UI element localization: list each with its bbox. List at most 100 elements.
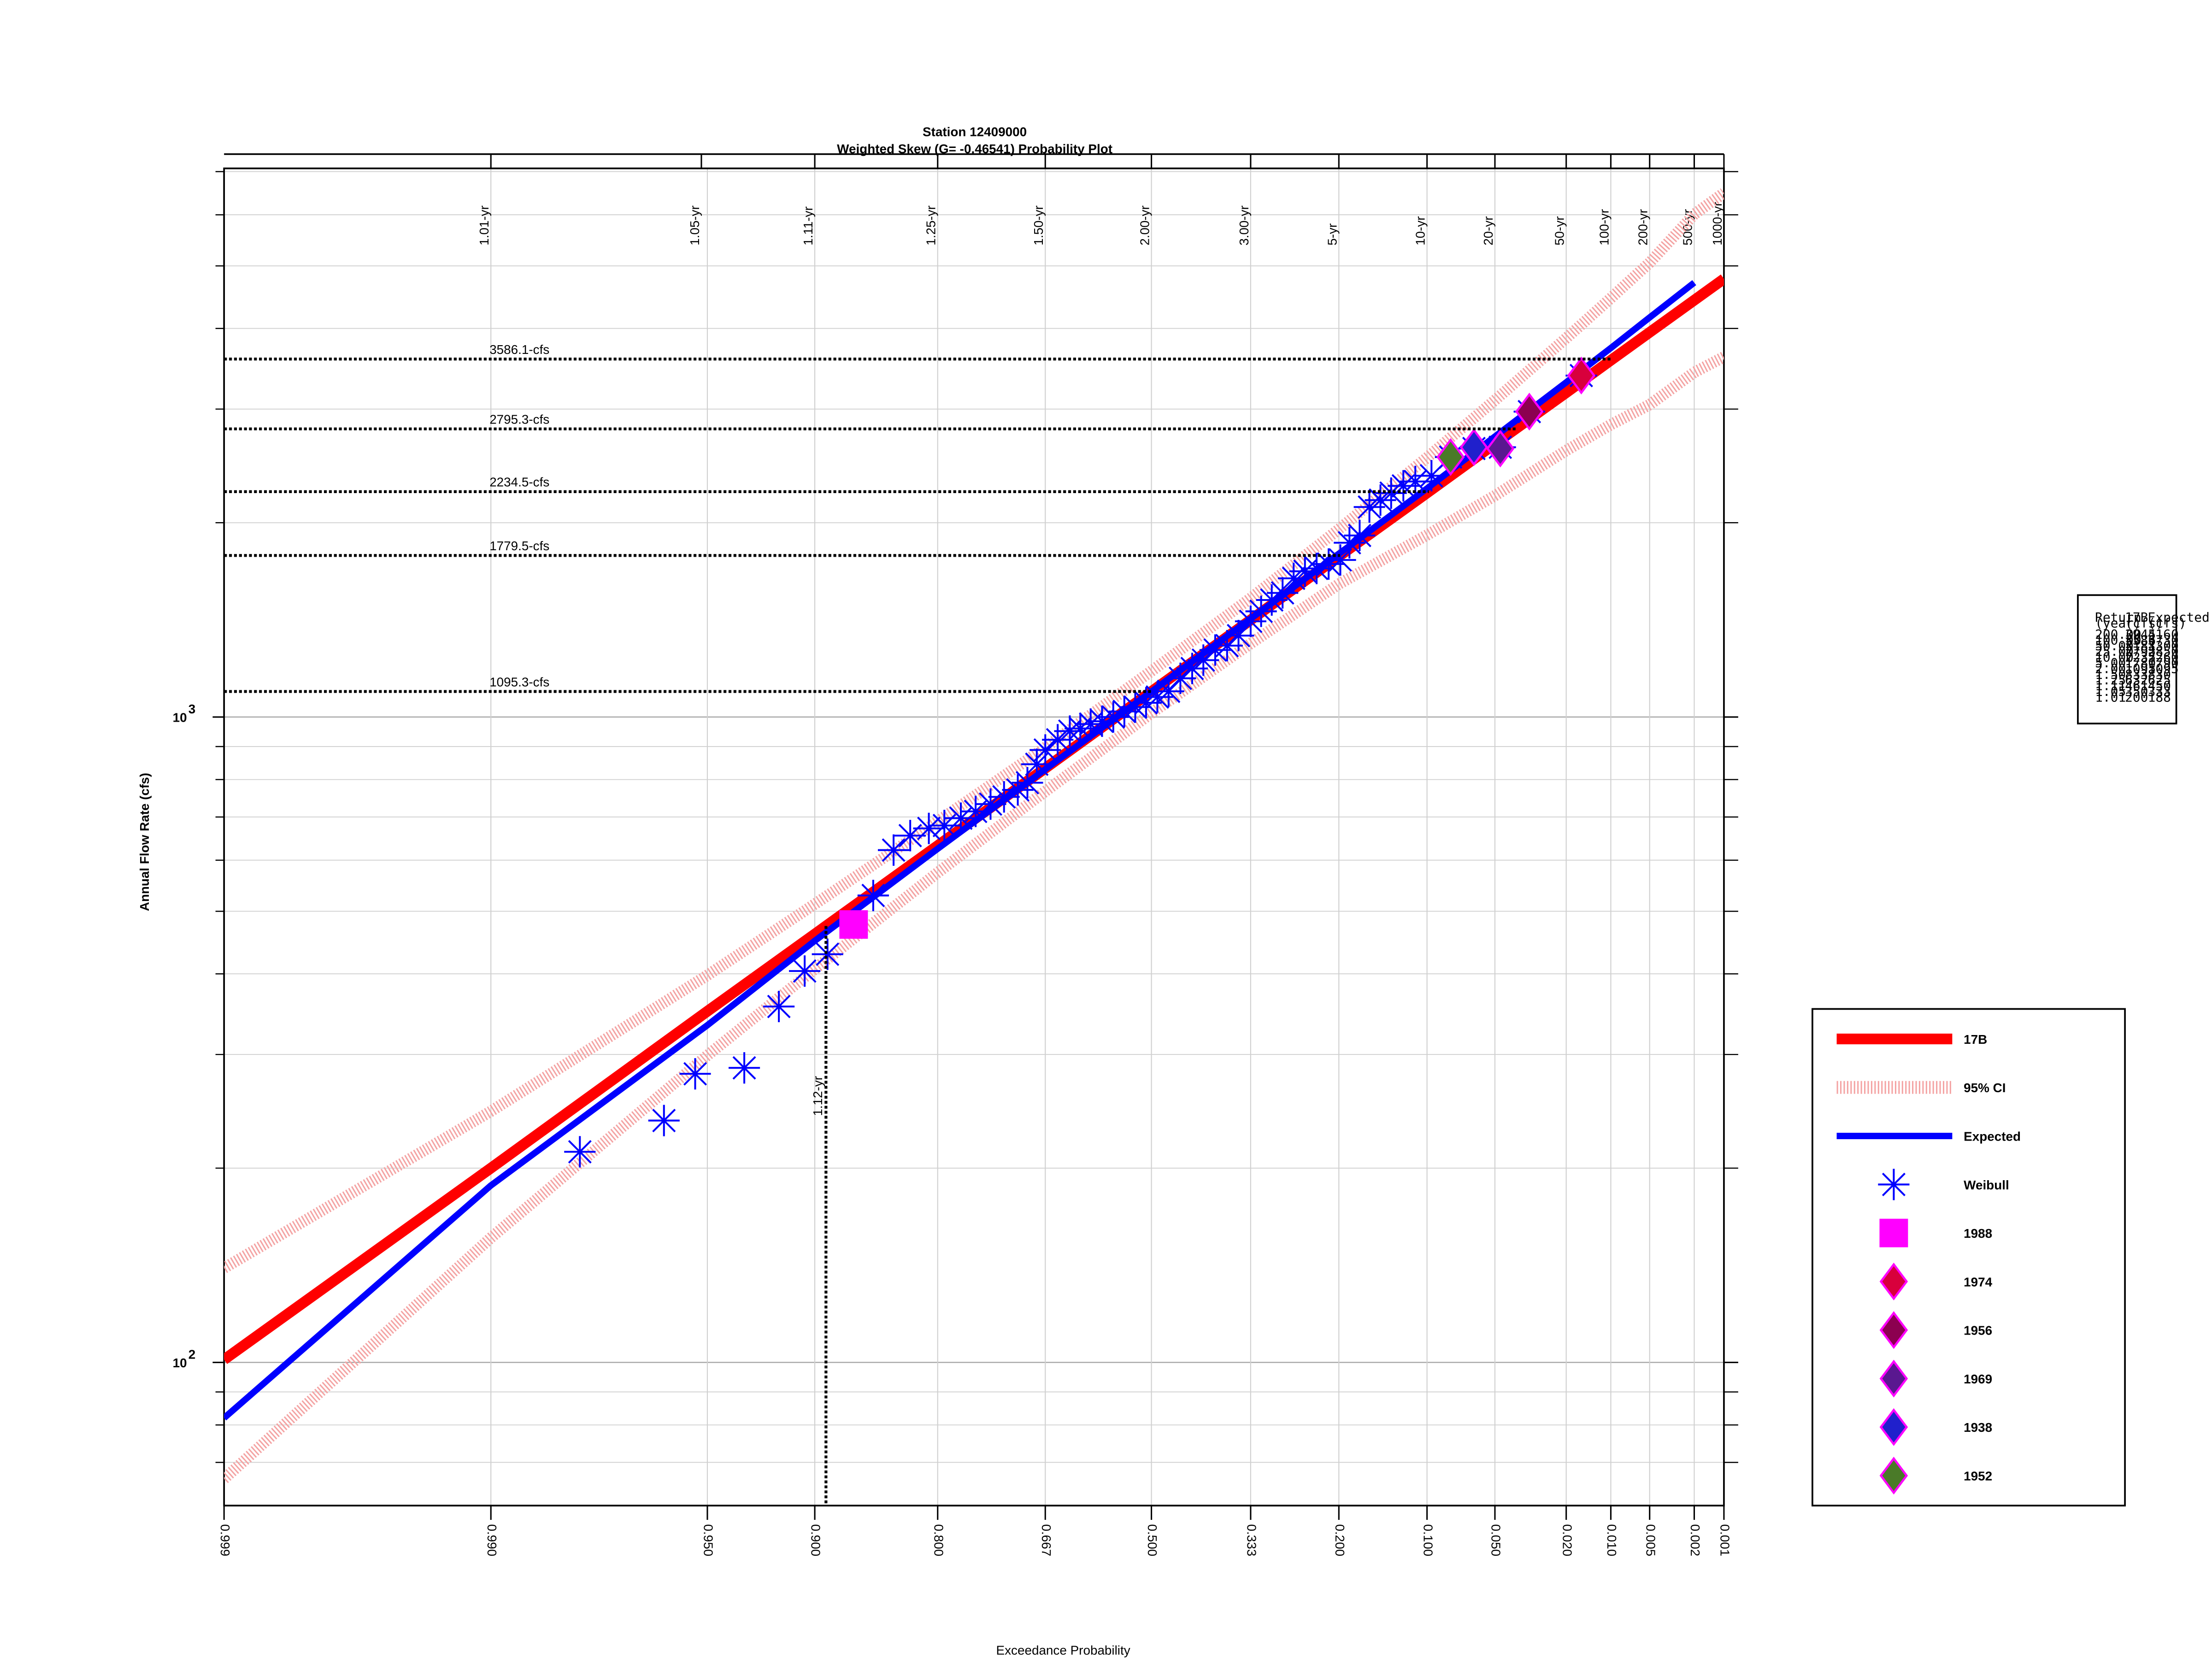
table-cell: 3586 bbox=[2125, 632, 2156, 647]
table-cell: 1.11 bbox=[2095, 678, 2126, 694]
weibull-point bbox=[1153, 676, 1184, 707]
table-cell: 3730 bbox=[2148, 632, 2179, 647]
weibull-point bbox=[1086, 706, 1118, 737]
table-cell: 100.00 bbox=[2095, 632, 2141, 647]
top-tick-label: 20-yr bbox=[1481, 216, 1495, 245]
weibull-point bbox=[1108, 695, 1140, 727]
top-tick-label: 1.05-yr bbox=[688, 206, 702, 246]
weibull-point bbox=[1267, 577, 1299, 609]
table-cell: 1095 bbox=[2148, 661, 2179, 676]
weibull-point bbox=[648, 1105, 680, 1136]
diamond-point bbox=[1567, 356, 1596, 394]
table-header: (cfs) bbox=[2148, 615, 2187, 630]
table-cell: 10.00 bbox=[2095, 650, 2134, 665]
weibull-point bbox=[1188, 644, 1219, 676]
weibull-point bbox=[988, 781, 1020, 813]
weibull-point bbox=[945, 802, 977, 834]
weibull-point bbox=[1324, 544, 1356, 576]
weibull-point bbox=[1211, 629, 1243, 662]
weibull-point bbox=[679, 1058, 711, 1090]
diamond-point bbox=[1515, 393, 1544, 431]
plot-frame bbox=[223, 167, 1725, 1506]
flow-line-label: 2795.3-cfs bbox=[489, 412, 549, 426]
diamond-point bbox=[1459, 428, 1488, 466]
top-tick-label: 2.00-yr bbox=[1138, 206, 1152, 246]
flow-line-label: 1779.5-cfs bbox=[489, 539, 549, 553]
weibull-point bbox=[913, 812, 945, 844]
table-cell: 333 bbox=[2148, 684, 2171, 699]
weibull-point bbox=[1176, 653, 1208, 684]
legend-label: 1988 bbox=[1964, 1226, 1992, 1241]
table-cell: 4160 bbox=[2148, 627, 2179, 642]
table-cell: 1095 bbox=[2125, 661, 2156, 676]
weibull-point bbox=[1141, 681, 1173, 713]
table-cell: 50.00 bbox=[2095, 638, 2134, 653]
table-cell: 2260 bbox=[2148, 650, 2179, 665]
table-cell: 1.25 bbox=[2095, 672, 2126, 688]
weibull-point bbox=[1021, 748, 1053, 780]
table-cell: 3181 bbox=[2125, 638, 2156, 653]
weibull-point bbox=[960, 795, 992, 827]
x-tick-label: 0.900 bbox=[809, 1524, 823, 1556]
x-tick-label: 0.100 bbox=[1421, 1524, 1435, 1556]
weibull-point bbox=[975, 788, 1006, 820]
weibull-point bbox=[1353, 491, 1385, 523]
y-tick-exponent: 3 bbox=[188, 702, 195, 716]
diamond-point bbox=[1436, 438, 1465, 476]
legend-marker bbox=[1879, 1262, 1908, 1300]
weibull-point bbox=[812, 938, 843, 970]
weibull-point bbox=[1416, 460, 1447, 492]
table-cell: 1.01 bbox=[2095, 689, 2126, 705]
top-tick-label: 1.25-yr bbox=[924, 206, 938, 246]
table-cell: 350 bbox=[2125, 684, 2148, 699]
legend-label: 1938 bbox=[1964, 1420, 1992, 1435]
top-tick-label: 3.00-yr bbox=[1237, 206, 1251, 246]
weibull-point bbox=[1388, 470, 1419, 502]
weibull-point bbox=[1065, 712, 1096, 744]
weibull-point bbox=[1300, 553, 1333, 584]
weibull-point bbox=[1130, 687, 1162, 719]
weibull-point bbox=[1256, 584, 1288, 616]
weibull-point bbox=[877, 834, 910, 866]
table-cell: 1.05 bbox=[2095, 684, 2126, 699]
table-cell: 625 bbox=[2148, 672, 2171, 688]
weibull-point bbox=[1002, 774, 1034, 806]
weibull-point bbox=[1289, 555, 1321, 587]
legend-marker bbox=[1879, 1359, 1908, 1398]
top-tick-label: 1000-yr bbox=[1710, 202, 1724, 245]
weibull-point bbox=[929, 810, 960, 841]
y-tick-label: 10 bbox=[173, 1356, 187, 1370]
weibull-point bbox=[1199, 634, 1231, 666]
weibull-point bbox=[1313, 548, 1345, 580]
legend-label: 1952 bbox=[1964, 1469, 1992, 1483]
weibull-point bbox=[1097, 701, 1129, 733]
table-header: (year) bbox=[2095, 615, 2141, 630]
legend-label: 1956 bbox=[1964, 1324, 1992, 1338]
legend-label: 17B bbox=[1964, 1032, 1987, 1047]
weibull-point bbox=[1030, 734, 1061, 766]
x-tick-label: 0.800 bbox=[931, 1524, 946, 1556]
table-header: Expected bbox=[2148, 610, 2210, 625]
table-cell: 450 bbox=[2148, 678, 2171, 694]
legend-label: 1974 bbox=[1964, 1275, 1992, 1289]
x-axis-title: Exceedance Probability bbox=[996, 1643, 1130, 1657]
table-cell: 3300 bbox=[2148, 638, 2179, 653]
top-tick-label: 50-yr bbox=[1553, 216, 1567, 245]
weibull-point bbox=[763, 991, 795, 1023]
weibull-point bbox=[894, 820, 926, 852]
weibull-point bbox=[1334, 527, 1365, 559]
table-cell: 833 bbox=[2125, 667, 2148, 682]
weibull-point bbox=[1400, 465, 1431, 497]
chart-title: Station 12409000 bbox=[923, 124, 1027, 139]
table-cell: 200.00 bbox=[2095, 627, 2141, 642]
table-cell: 830 bbox=[2148, 667, 2171, 682]
flow-line-label: 1095.3-cfs bbox=[489, 675, 549, 689]
legend-marker bbox=[1879, 1408, 1908, 1446]
legend-label: 1969 bbox=[1964, 1372, 1992, 1386]
weibull-point bbox=[1054, 715, 1086, 747]
table-cell: 5.00 bbox=[2095, 655, 2126, 671]
table-cell: 2850 bbox=[2148, 644, 2179, 659]
x-tick-label: 0.020 bbox=[1560, 1524, 1574, 1556]
